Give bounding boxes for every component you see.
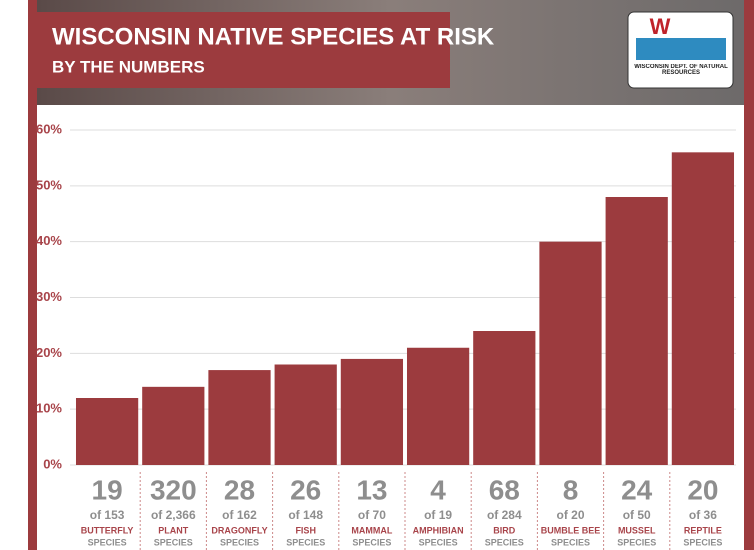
y-tick-label: 20% (36, 345, 62, 360)
kind-label: SPECIES (419, 537, 458, 547)
kind-label: SPECIES (154, 537, 193, 547)
logo-letter: W (650, 14, 671, 39)
count-label: 4 (430, 474, 446, 505)
x-tick-label: MAMMAL (351, 525, 392, 535)
x-tick-label: DRAGONFLY (211, 525, 267, 535)
x-tick-label: MUSSEL (618, 525, 656, 535)
bar (539, 242, 601, 465)
kind-label: SPECIES (352, 537, 391, 547)
total-label: of 2,366 (151, 508, 196, 522)
kind-label: SPECIES (88, 537, 127, 547)
total-label: of 284 (487, 508, 522, 522)
y-tick-label: 0% (43, 456, 62, 471)
count-label: 13 (356, 474, 387, 505)
logo-text-box: WISCONSIN DEPT. OF NATURAL RESOURCES (632, 64, 730, 88)
bar (606, 197, 668, 465)
count-label: 19 (92, 474, 123, 505)
total-label: of 36 (689, 508, 717, 522)
total-label: of 162 (222, 508, 257, 522)
count-label: 8 (563, 474, 579, 505)
kind-label: SPECIES (551, 537, 590, 547)
count-label: 26 (290, 474, 321, 505)
bar (341, 359, 403, 465)
bar (275, 365, 337, 466)
x-tick-label: PLANT (158, 525, 188, 535)
count-label: 68 (489, 474, 520, 505)
kind-label: SPECIES (485, 537, 524, 547)
chart: WISCONSIN NATIVE SPECIES AT RISK BY THE … (0, 0, 754, 550)
total-label: of 70 (358, 508, 386, 522)
x-tick-label: FISH (295, 525, 316, 535)
x-tick-label: BUMBLE BEE (541, 525, 601, 535)
right-border (744, 0, 754, 550)
count-label: 28 (224, 474, 255, 505)
total-label: of 148 (288, 508, 323, 522)
bar (142, 387, 204, 465)
bar (672, 152, 734, 465)
chart-title: WISCONSIN NATIVE SPECIES AT RISK (52, 23, 495, 50)
y-tick-label: 40% (36, 233, 62, 248)
total-label: of 19 (424, 508, 452, 522)
total-label: of 50 (623, 508, 651, 522)
bar (76, 398, 138, 465)
bar (407, 348, 469, 465)
y-tick-label: 30% (36, 289, 62, 304)
y-tick-label: 10% (36, 401, 62, 416)
kind-label: SPECIES (617, 537, 656, 547)
x-tick-label: BUTTERFLY (81, 525, 134, 535)
y-tick-label: 50% (36, 177, 62, 192)
kind-label: SPECIES (220, 537, 259, 547)
kind-label: SPECIES (683, 537, 722, 547)
left-border (28, 0, 37, 550)
y-tick-label: 60% (36, 121, 62, 136)
kind-label: SPECIES (286, 537, 325, 547)
x-tick-label: BIRD (493, 525, 515, 535)
count-label: 320 (150, 474, 197, 505)
x-tick-label: AMPHIBIAN (413, 525, 464, 535)
count-label: 24 (621, 474, 653, 505)
bar (473, 331, 535, 465)
x-tick-label: REPTILE (684, 525, 722, 535)
total-label: of 20 (556, 508, 584, 522)
chart-subtitle: BY THE NUMBERS (52, 57, 205, 76)
logo-water (636, 38, 726, 60)
bar (208, 370, 270, 465)
logo-text: WISCONSIN DEPT. OF NATURAL RESOURCES (632, 64, 730, 76)
count-label: 20 (687, 474, 718, 505)
total-label: of 153 (90, 508, 125, 522)
